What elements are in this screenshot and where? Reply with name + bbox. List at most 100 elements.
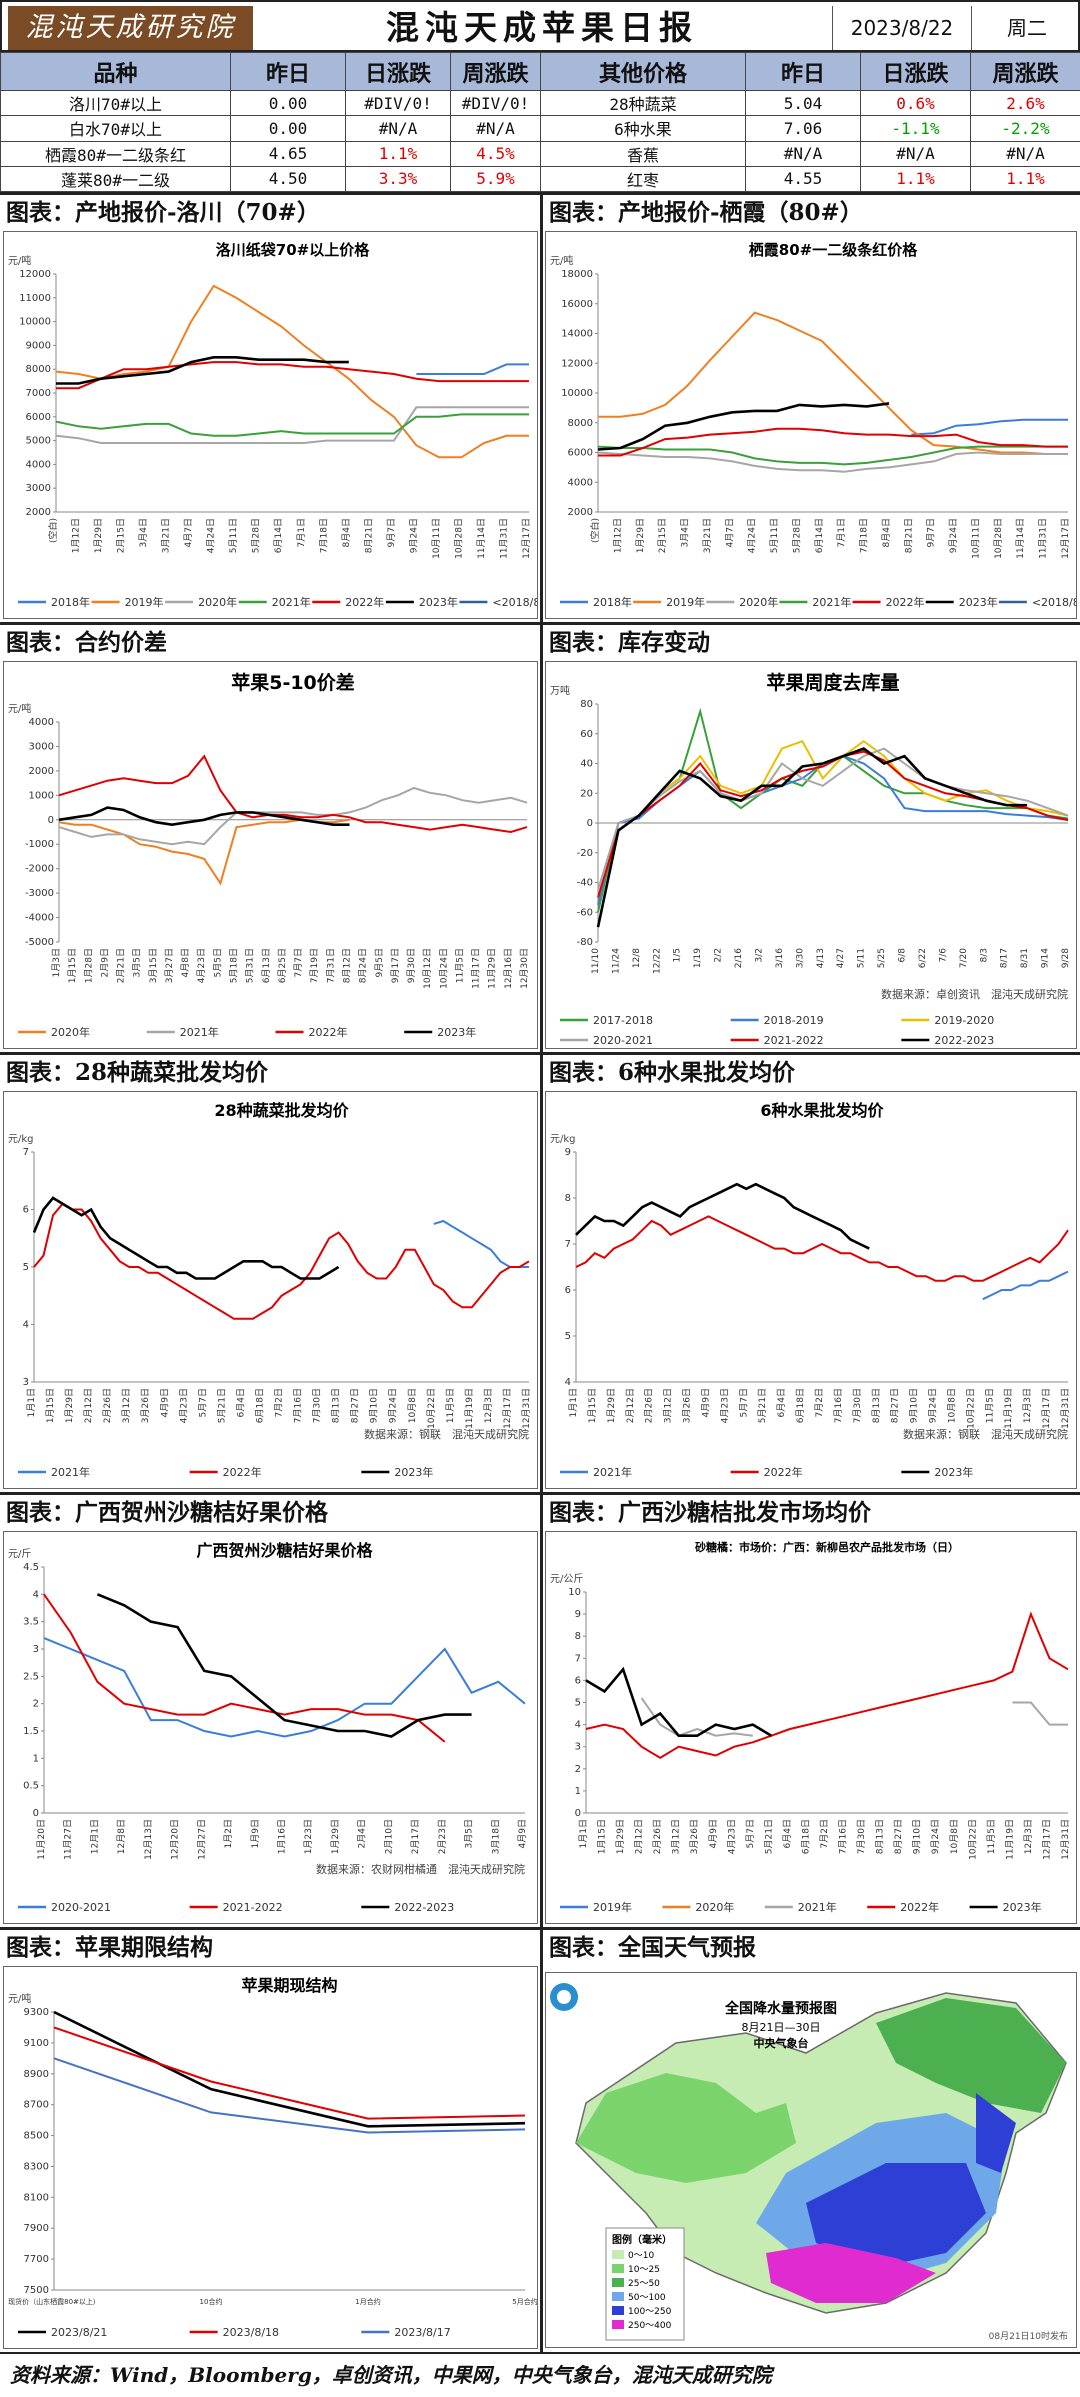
x-tick-label: 1月12日 (71, 518, 82, 553)
x-tick-label: 5月合约 (512, 2297, 537, 2306)
x-tick-label: 5月28日 (251, 518, 262, 553)
y-tick-label: 3000 (29, 741, 54, 752)
y-tick-label: 1 (575, 1786, 581, 1797)
y-tick-label: 6 (23, 1205, 29, 1216)
y-tick-label: 8000 (568, 418, 593, 429)
x-tick-label: (空白) (47, 518, 59, 543)
series-line (598, 311, 1068, 455)
y-tick-label: 8 (575, 1631, 581, 1642)
y-tick-label: 0.5 (23, 1781, 39, 1792)
x-tick-label: 6月25日 (277, 948, 288, 983)
table-cell: 红枣 (540, 165, 746, 193)
x-tick-label: 3月5日 (464, 1819, 475, 1848)
x-tick-label: 12月17日 (1041, 1819, 1052, 1860)
legend-label: 2022年 (900, 1900, 939, 1914)
y-tick-label: 6000 (26, 412, 51, 423)
chart-qixia-panel: 栖霞80#一二级条红价格 元/吨 2000 4000 6000 8000 10000 1200… (545, 231, 1077, 619)
legend-label: 2017-2018 (593, 1014, 653, 1027)
x-tick-label: 11月5日 (984, 1388, 995, 1423)
x-tick-label: 2月15日 (657, 518, 668, 553)
legend-label: 2022-2023 (934, 1034, 994, 1047)
x-tick-label: 9月17日 (390, 948, 401, 983)
x-tick-label: 2月12日 (625, 1388, 636, 1423)
y-tick-label: 7 (575, 1653, 581, 1664)
x-tick-label: 11月31日 (1038, 518, 1049, 559)
series-line (575, 1215, 1069, 1282)
company-logo: 混沌天成研究院 (8, 6, 253, 50)
x-tick-label: 2月17日 (410, 1819, 421, 1854)
x-tick-label: 7月18日 (859, 518, 870, 553)
x-tick-label: 12/22 (652, 948, 662, 974)
x-tick-label: 5月21日 (763, 1819, 774, 1854)
y-tick-label: 3 (575, 1742, 581, 1753)
series-line (58, 754, 528, 834)
x-tick-label: 9月24日 (408, 518, 419, 553)
x-tick-label: 1月3日 (51, 948, 62, 977)
x-tick-label: 4月24日 (747, 518, 758, 553)
series-line (96, 1593, 472, 1738)
x-tick-label: 1月28日 (83, 948, 94, 983)
x-tick-label: 6/8 (898, 948, 908, 963)
y-tick-label: 3.5 (23, 1617, 39, 1628)
x-tick-label: 11月20日 (36, 1819, 47, 1860)
x-tick-label: 10月8日 (407, 1388, 418, 1423)
x-tick-label: 7月16日 (838, 1819, 849, 1854)
x-tick-label: 4月7日 (183, 518, 194, 547)
legend-swatch-3 (612, 2292, 624, 2301)
x-tick-label: 12月1日 (89, 1819, 100, 1854)
y-tick-label: 8500 (24, 2131, 49, 2142)
x-tick-label: 3月12日 (121, 1388, 132, 1423)
y-tick-label: 1.5 (23, 1726, 39, 1737)
legend-label: 100～250 (628, 2307, 672, 2317)
x-tick-label: 2月9日 (99, 948, 110, 977)
x-tick-label: 10月11日 (970, 518, 981, 559)
x-tick-label: 12月3日 (1022, 1388, 1033, 1423)
x-tick-label: 1月合约 (355, 2297, 380, 2306)
chart-title: 洛川纸袋70#以上价格 (216, 241, 370, 259)
x-tick-label: 9月10日 (909, 1388, 920, 1423)
series-line (55, 406, 529, 444)
chart-title: 苹果期现结构 (241, 1976, 337, 1995)
x-tick-label: 11月14日 (1015, 518, 1026, 559)
x-tick-label: 2月21日 (116, 948, 127, 983)
table-cell: 0.00 (230, 89, 346, 117)
map-issue-time: 08月21日10时发布 (989, 2330, 1068, 2342)
y-tick-label: 7 (23, 1147, 29, 1158)
x-tick-label: 2月15日 (116, 518, 127, 553)
series-line (55, 413, 529, 437)
y-tick-label: 4 (565, 1377, 571, 1388)
chart-title: 6种水果批发均价 (760, 1101, 884, 1120)
x-tick-label: 12月30日 (519, 948, 530, 989)
legend-label: 2020年 (51, 1025, 90, 1039)
series-line (58, 818, 350, 886)
y-tick-label: 8300 (24, 2161, 49, 2172)
x-tick-label: 12月3日 (1023, 1819, 1034, 1854)
y-tick-label: 7900 (24, 2223, 49, 2234)
x-tick-label: 4月24日 (206, 518, 217, 553)
x-tick-label: 5月7日 (745, 1819, 756, 1848)
series-line (585, 1666, 773, 1737)
chart-hezhou-orange: 广西贺州沙糖桔好果价格 元/斤 0 0.5 1 1.5 2 2.5 3 3.5 4 4.5 11月20日… (8, 1541, 528, 1914)
panel-title-luochuan: 图表：产地报价-洛川（70#） (0, 195, 538, 231)
x-tick-label: 4月9日 (700, 1388, 711, 1417)
x-tick-label: 8月27日 (890, 1388, 901, 1423)
x-tick-label: 3/2 (754, 948, 764, 962)
x-tick-label: 2月4日 (357, 1819, 368, 1848)
x-tick-label: 12月13日 (143, 1819, 154, 1860)
table-cell: 栖霞80#一二级条红 (0, 140, 231, 167)
table-row: 白水70#以上 0.00 #N/A #N/A 6种水果 7.06 -1.1% -… (0, 115, 1080, 142)
x-tick-label: 3月5日 (132, 948, 143, 977)
table-cell: 6种水果 (540, 115, 746, 142)
x-tick-label: 7月31日 (325, 948, 336, 983)
legend-label: 0～10 (628, 2251, 654, 2261)
x-tick-label: 5月28日 (791, 518, 802, 553)
x-tick-label: 1/19 (693, 948, 703, 968)
x-tick-label: 6月18日 (800, 1819, 811, 1854)
x-tick-label: 1月29日 (606, 1388, 617, 1423)
x-tick-label: 1月1日 (578, 1819, 589, 1848)
table-cell: 2.6% (970, 89, 1080, 117)
x-tick-label: 1月15日 (597, 1819, 608, 1854)
legend-label: 2021-2022 (223, 1901, 283, 1914)
